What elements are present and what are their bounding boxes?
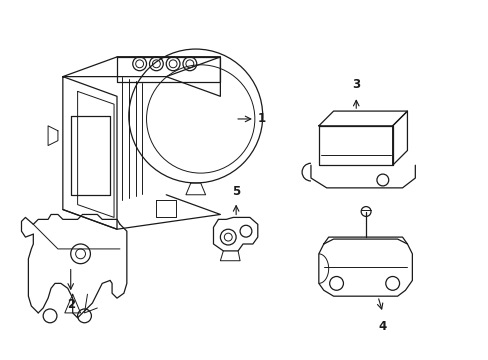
Text: 1: 1	[257, 112, 265, 125]
Text: 2: 2	[66, 298, 75, 311]
Text: 5: 5	[231, 185, 240, 198]
Text: 3: 3	[351, 78, 360, 91]
Text: 4: 4	[378, 320, 386, 333]
